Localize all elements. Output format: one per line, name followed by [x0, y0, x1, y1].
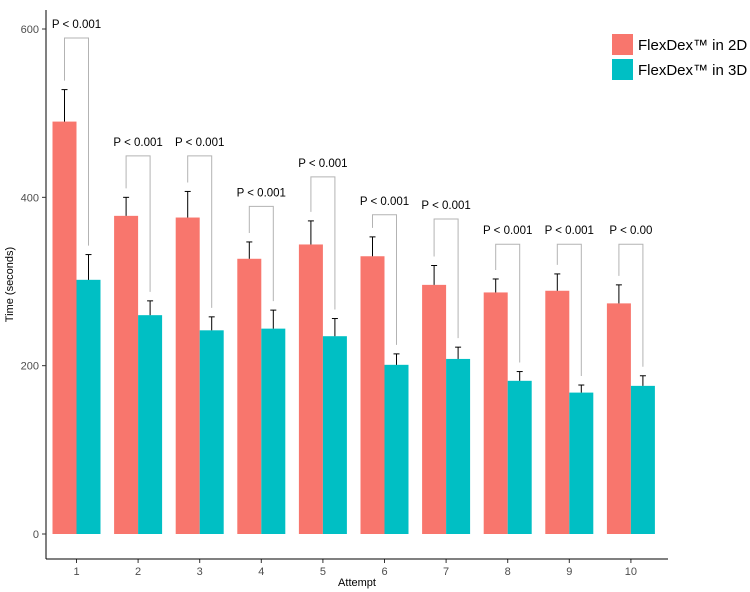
x-tick-label-8: 8: [505, 566, 511, 578]
bar-2d-attempt-5: [298, 244, 323, 534]
axes-layer: 1 2 3 4 5 6 7 8 9 10 0 200 400 600 Attempt Time (second…: [4, 10, 668, 589]
significance-bracket-attempt-9: [556, 243, 582, 377]
significance-brackets-layer: P < 0.001 P < 0.001 P < 0.001 P < 0.001 P < …: [52, 19, 652, 377]
error-bars-layer: [61, 89, 646, 393]
p-value-label-attempt-2: P < 0.001: [113, 137, 162, 149]
bar-2d-attempt-1: [52, 121, 77, 534]
p-value-label-attempt-7: P < 0.001: [421, 200, 470, 212]
bar-2d-attempt-10: [606, 303, 631, 534]
significance-bracket-attempt-1: [64, 37, 89, 246]
bar-3d-attempt-6: [384, 364, 409, 534]
x-tick-label-6: 6: [381, 566, 387, 578]
significance-bracket-attempt-8: [495, 243, 521, 363]
bar-3d-attempt-1: [76, 279, 101, 534]
significance-bracket-attempt-2: [125, 155, 151, 292]
y-axis-title: Time (seconds): [4, 247, 16, 322]
legend-label-3d: FlexDex™ in 3D: [638, 62, 747, 79]
y-tick-label-200: 200: [21, 361, 39, 373]
bar-3d-attempt-10: [630, 385, 655, 534]
x-tick-label-7: 7: [443, 566, 449, 578]
bar-3d-attempt-9: [569, 392, 594, 534]
x-tick-label-10: 10: [625, 566, 637, 578]
x-tick-label-4: 4: [258, 566, 264, 578]
significance-bracket-attempt-4: [248, 205, 274, 302]
significance-bracket-attempt-5: [310, 176, 336, 310]
bar-3d-attempt-8: [507, 380, 532, 534]
p-value-label-attempt-5: P < 0.001: [298, 158, 347, 170]
x-axis-title: Attempt: [338, 577, 376, 589]
bar-2d-attempt-3: [175, 217, 200, 535]
x-tick-label-2: 2: [135, 566, 141, 578]
p-value-label-attempt-1: P < 0.001: [52, 19, 101, 31]
bar-3d-attempt-2: [138, 315, 163, 534]
bar-3d-attempt-3: [199, 330, 224, 534]
p-value-label-attempt-3: P < 0.001: [175, 137, 224, 149]
bar-3d-attempt-4: [261, 328, 286, 534]
bar-2d-attempt-8: [483, 292, 508, 534]
bar-3d-attempt-5: [322, 336, 347, 534]
p-value-label-attempt-6: P < 0.001: [360, 196, 409, 208]
bar-2d-attempt-6: [360, 256, 385, 534]
legend-swatch-3d: [612, 59, 633, 80]
legend-label-2d: FlexDex™ in 2D: [638, 37, 747, 54]
bar-2d-attempt-4: [237, 258, 262, 534]
p-value-label-attempt-4: P < 0.001: [237, 187, 286, 199]
significance-bracket-attempt-6: [372, 214, 397, 345]
bar-2d-attempt-2: [114, 215, 139, 534]
p-value-label-attempt-10: P < 0.00: [609, 225, 652, 237]
significance-bracket-attempt-10: [618, 243, 644, 367]
x-tick-label-5: 5: [320, 566, 326, 578]
bar-2d-attempt-9: [545, 290, 570, 534]
legend-swatch-2d: [612, 34, 633, 55]
significance-bracket-attempt-7: [433, 218, 459, 339]
p-value-label-attempt-8: P < 0.001: [483, 225, 532, 237]
y-tick-label-400: 400: [21, 192, 39, 204]
bars-layer: [52, 121, 655, 535]
x-tick-label-3: 3: [197, 566, 203, 578]
significance-bracket-attempt-3: [187, 155, 213, 308]
bar-3d-attempt-7: [446, 358, 471, 534]
legend: FlexDex™ in 2D FlexDex™ in 3D: [612, 34, 747, 80]
y-tick-label-600: 600: [21, 24, 39, 36]
x-tick-label-1: 1: [73, 566, 79, 578]
y-tick-label-0: 0: [33, 529, 39, 541]
p-value-label-attempt-9: P < 0.001: [545, 225, 594, 237]
x-tick-label-9: 9: [566, 566, 572, 578]
bar-2d-attempt-7: [422, 284, 447, 534]
